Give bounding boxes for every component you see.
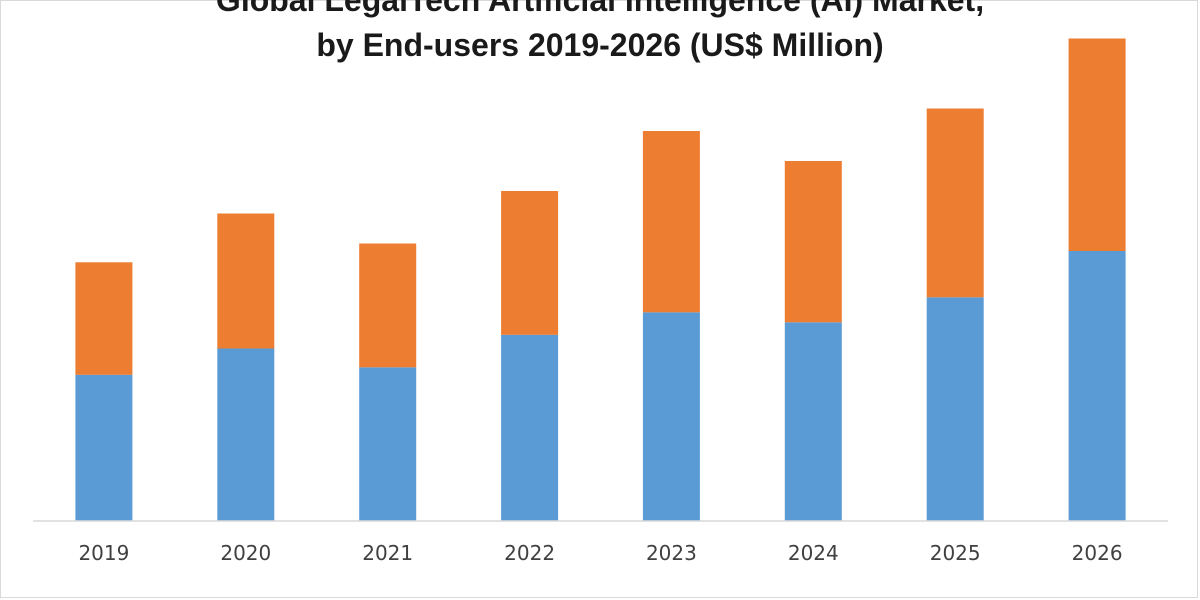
bar-2020-series-1 bbox=[217, 348, 275, 521]
x-tick-label-2021: 2021 bbox=[362, 541, 413, 565]
bar-2023-series-2 bbox=[642, 131, 700, 313]
bars-group bbox=[75, 38, 1126, 522]
x-tick-label-2023: 2023 bbox=[646, 541, 697, 565]
bar-2021-series-2 bbox=[359, 243, 417, 368]
bar-2019-series-1 bbox=[75, 374, 133, 522]
x-tick-label-2026: 2026 bbox=[1072, 541, 1123, 565]
bar-2021-series-1 bbox=[359, 367, 417, 522]
chart-title-line-2: by End-users 2019-2026 (US$ Million) bbox=[316, 27, 884, 63]
bar-2026-series-1 bbox=[1068, 251, 1126, 521]
x-tick-label-2025: 2025 bbox=[930, 541, 981, 565]
bar-2019-series-2 bbox=[75, 262, 133, 375]
x-tick-label-2022: 2022 bbox=[504, 541, 555, 565]
bar-2023-series-1 bbox=[642, 312, 700, 522]
bar-2025-series-1 bbox=[926, 297, 984, 522]
bar-2022-series-2 bbox=[501, 191, 559, 335]
x-tick-label-2024: 2024 bbox=[788, 541, 839, 565]
bar-2025-series-2 bbox=[926, 108, 984, 298]
bar-2026-series-2 bbox=[1068, 38, 1126, 251]
bar-2020-series-2 bbox=[217, 213, 275, 349]
x-tick-labels: 2019 2020 2021 2022 2023 2024 2025 2026 bbox=[78, 541, 1122, 565]
chart-title-line-1: Global LegalTech Artificial Intelligence… bbox=[215, 0, 985, 18]
bar-2024-series-1 bbox=[784, 322, 842, 522]
x-tick-label-2019: 2019 bbox=[78, 541, 129, 565]
x-tick-label-2020: 2020 bbox=[220, 541, 271, 565]
bar-2024-series-2 bbox=[784, 161, 842, 323]
bar-2022-series-1 bbox=[501, 334, 559, 522]
